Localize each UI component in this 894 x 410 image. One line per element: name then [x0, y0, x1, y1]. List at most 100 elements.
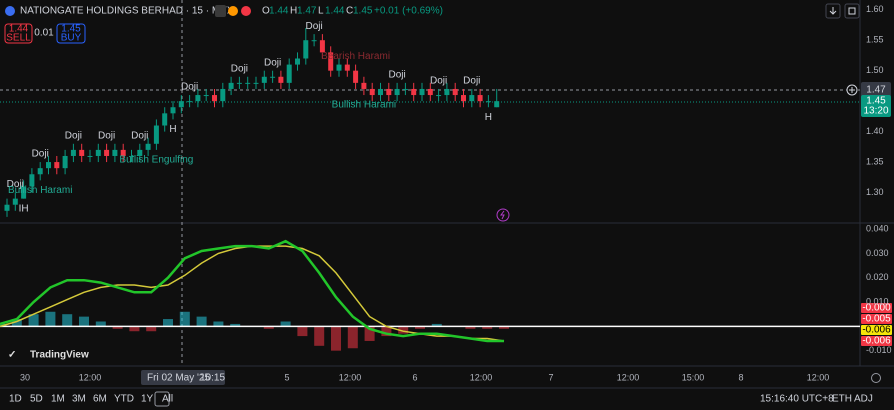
histogram-bar — [179, 311, 190, 327]
time-tick-label: 12:00 — [807, 372, 830, 382]
range-button[interactable]: All — [162, 394, 173, 405]
buy-button[interactable] — [56, 23, 86, 44]
candle-body — [419, 88, 425, 96]
macd-pane: -0.000-0.005-0.006-0.006 — [0, 239, 892, 351]
histogram-bar — [297, 326, 308, 337]
candle-body — [212, 95, 217, 102]
value-badge-label: -0.006 — [862, 336, 891, 347]
candle-body — [4, 204, 10, 211]
pattern-label: Bullish Engulfing — [119, 155, 193, 166]
candle-body — [303, 40, 309, 59]
candle-body — [104, 149, 110, 156]
value-badge-label: -0.005 — [862, 314, 891, 325]
macd-tick-label: 0.030 — [866, 248, 889, 258]
histogram-bar — [230, 323, 241, 327]
goto-date-button[interactable] — [154, 391, 170, 407]
ohlc-value: 1.44 — [269, 6, 289, 17]
candle-body — [369, 88, 375, 96]
ohlc-value: 1.44 — [325, 6, 345, 17]
pattern-label: Doji — [430, 76, 447, 87]
candle-body — [295, 58, 300, 65]
candle-body — [261, 76, 267, 83]
candle-body — [378, 88, 383, 96]
candle-body — [353, 70, 359, 83]
icon — [500, 210, 505, 220]
time-tick-label: 7 — [548, 372, 553, 382]
candle-body — [319, 40, 325, 53]
candle-body — [394, 88, 400, 96]
candle-body — [178, 101, 184, 108]
settings-button[interactable] — [871, 373, 881, 383]
candle-body — [137, 149, 143, 156]
candle-body — [452, 88, 458, 96]
pattern-label: Doji — [98, 130, 115, 141]
range-button[interactable]: 3M — [72, 394, 86, 405]
crosshair-price: 1.47 — [866, 85, 886, 96]
time-tick-label: 6 — [412, 372, 417, 382]
candle-body — [436, 95, 442, 97]
pattern-label: Doji — [388, 70, 405, 81]
candle-body — [120, 149, 126, 156]
value-badge-label: -0.006 — [862, 325, 891, 336]
histogram-bar — [482, 326, 493, 329]
candle-body — [12, 198, 18, 205]
candle-body — [195, 95, 201, 102]
price-tick-label: 1.30 — [866, 187, 884, 197]
histogram-bar — [28, 314, 39, 327]
alert-icon[interactable] — [496, 208, 510, 222]
candle-body — [153, 125, 159, 144]
icon — [829, 7, 837, 15]
pattern-label: Doji — [181, 82, 198, 93]
ohlc-key: H — [290, 6, 297, 17]
price-tick-label: 1.40 — [866, 126, 884, 136]
icon[interactable] — [215, 5, 226, 17]
candle-body — [54, 162, 60, 169]
candle-body — [112, 149, 118, 156]
last-price-box — [861, 95, 891, 117]
value-badge — [861, 314, 892, 324]
range-button[interactable]: 5D — [30, 394, 43, 405]
eth-button[interactable]: ETH — [832, 394, 852, 405]
axes: 1.60 1.55 1.50 1.40 1.35 1.30 0.040 0.030 0.020 0… — [20, 4, 892, 382]
time-tick-label: 15:00 — [682, 372, 705, 382]
histogram-bar — [79, 316, 89, 327]
histogram-bar — [95, 321, 106, 327]
candle-body — [79, 149, 85, 156]
histogram-bar — [398, 326, 409, 334]
event-badge[interactable] — [241, 6, 251, 16]
adj-button[interactable]: ADJ — [854, 394, 873, 405]
icon — [849, 87, 855, 93]
candle-body — [328, 52, 334, 71]
time-tick-label: 12:00 — [617, 372, 640, 382]
crosshair-time: 10:15 — [200, 373, 225, 384]
range-button[interactable]: YTD — [114, 394, 134, 405]
candle-body — [170, 107, 176, 114]
candle-body — [29, 174, 35, 187]
maximize-button[interactable] — [844, 3, 860, 19]
candle-body — [245, 82, 251, 84]
price-tick-label: 1.60 — [866, 4, 884, 14]
scroll-button[interactable] — [825, 3, 841, 19]
delayed-badge[interactable] — [228, 6, 238, 16]
time-tick-label: 8 — [738, 372, 743, 382]
histogram-bar — [364, 326, 375, 341]
buy-price: 1.45 — [61, 24, 81, 35]
candle-body — [411, 88, 417, 96]
candle-body — [444, 88, 450, 96]
symbol-title[interactable]: NATIONGATE HOLDINGS BERHAD · 15 · MYX — [20, 6, 234, 17]
sell-button[interactable] — [4, 23, 33, 44]
candle-body — [95, 149, 101, 156]
ohlc-legend: O 1.44 H 1.47 L 1.44 C 1.45 +0.01 (+0.69%) — [262, 6, 443, 17]
range-button[interactable]: 1Y — [141, 394, 154, 405]
range-button[interactable]: 1M — [51, 394, 65, 405]
candle-body — [145, 143, 151, 150]
histogram-bar — [45, 311, 56, 327]
range-button[interactable]: 1D — [9, 394, 22, 405]
crosshair-time-box — [141, 370, 225, 385]
candle-body — [220, 88, 226, 102]
range-button[interactable]: 6M — [93, 394, 107, 405]
pattern-label: Doji — [264, 57, 281, 68]
histogram-bar — [314, 326, 325, 346]
candle-body — [477, 95, 483, 102]
